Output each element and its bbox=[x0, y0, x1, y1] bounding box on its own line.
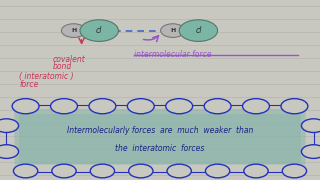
Circle shape bbox=[51, 99, 77, 114]
Text: force: force bbox=[19, 80, 39, 89]
Circle shape bbox=[0, 119, 19, 132]
Circle shape bbox=[90, 164, 115, 178]
Circle shape bbox=[80, 20, 118, 41]
Circle shape bbox=[205, 164, 230, 178]
Text: the  interatomic  forces: the interatomic forces bbox=[115, 144, 205, 153]
Text: H: H bbox=[71, 28, 76, 33]
Circle shape bbox=[281, 99, 308, 114]
Text: cl: cl bbox=[195, 26, 202, 35]
Circle shape bbox=[0, 145, 19, 158]
Circle shape bbox=[167, 164, 191, 178]
Circle shape bbox=[13, 164, 38, 178]
Circle shape bbox=[89, 99, 116, 114]
Circle shape bbox=[52, 164, 76, 178]
Circle shape bbox=[244, 164, 268, 178]
Circle shape bbox=[179, 20, 218, 41]
Text: cl: cl bbox=[96, 26, 102, 35]
Circle shape bbox=[282, 164, 307, 178]
Text: Intermolecularly forces  are  much  weaker  than: Intermolecularly forces are much weaker … bbox=[67, 126, 253, 135]
Circle shape bbox=[12, 99, 39, 114]
Circle shape bbox=[166, 99, 193, 114]
Text: H: H bbox=[170, 28, 175, 33]
Circle shape bbox=[301, 145, 320, 158]
Text: intermolecular force: intermolecular force bbox=[134, 50, 212, 59]
Circle shape bbox=[301, 119, 320, 132]
Text: covalent: covalent bbox=[53, 55, 85, 64]
FancyBboxPatch shape bbox=[14, 109, 306, 165]
Circle shape bbox=[61, 24, 86, 37]
Circle shape bbox=[161, 24, 185, 37]
FancyBboxPatch shape bbox=[19, 114, 301, 164]
Circle shape bbox=[204, 99, 231, 114]
Text: ( interatomic ): ( interatomic ) bbox=[19, 72, 74, 81]
Text: bond: bond bbox=[53, 62, 72, 71]
Circle shape bbox=[129, 164, 153, 178]
Circle shape bbox=[243, 99, 269, 114]
Circle shape bbox=[127, 99, 154, 114]
